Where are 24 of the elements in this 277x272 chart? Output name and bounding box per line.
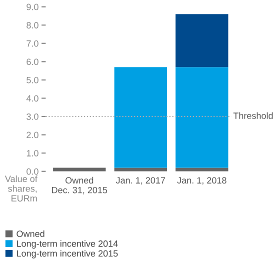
bar <box>114 67 167 168</box>
y-tick-label: 5.0 <box>26 76 38 84</box>
y-tick-label: 4.0 <box>26 95 38 102</box>
x-tick-label: Jan. 1, 2018 <box>177 177 226 185</box>
legend-label: Long-term incentive 2014 <box>16 240 118 249</box>
x-tick-label: Jan. 1, 2017 <box>116 177 166 185</box>
legend-label: Owned <box>16 230 44 238</box>
y-tick-label: 1.0 <box>26 150 38 156</box>
y-tick-label: 7.0 <box>26 40 38 47</box>
y-tick-label: 9.0 <box>26 4 38 10</box>
y-tick-label: 0.0 <box>26 168 38 175</box>
x-tick-label: Owned Dec. 31, 2015 <box>52 176 108 194</box>
ref-line-label: Threshold <box>233 112 273 119</box>
bar <box>176 67 228 168</box>
y-tick-label: 6.0 <box>26 58 38 66</box>
legend-label: Long-term incentive 2015 <box>16 250 118 258</box>
bar <box>53 168 106 172</box>
bar <box>176 168 228 172</box>
y-tick-label: 8.0 <box>26 22 38 28</box>
y-tick-label: 3.0 <box>26 113 38 120</box>
y-tick-label: 2.0 <box>26 132 38 138</box>
bar <box>114 168 167 172</box>
y-axis-title: Value of shares, EURm <box>4 175 38 202</box>
bar <box>176 14 228 68</box>
